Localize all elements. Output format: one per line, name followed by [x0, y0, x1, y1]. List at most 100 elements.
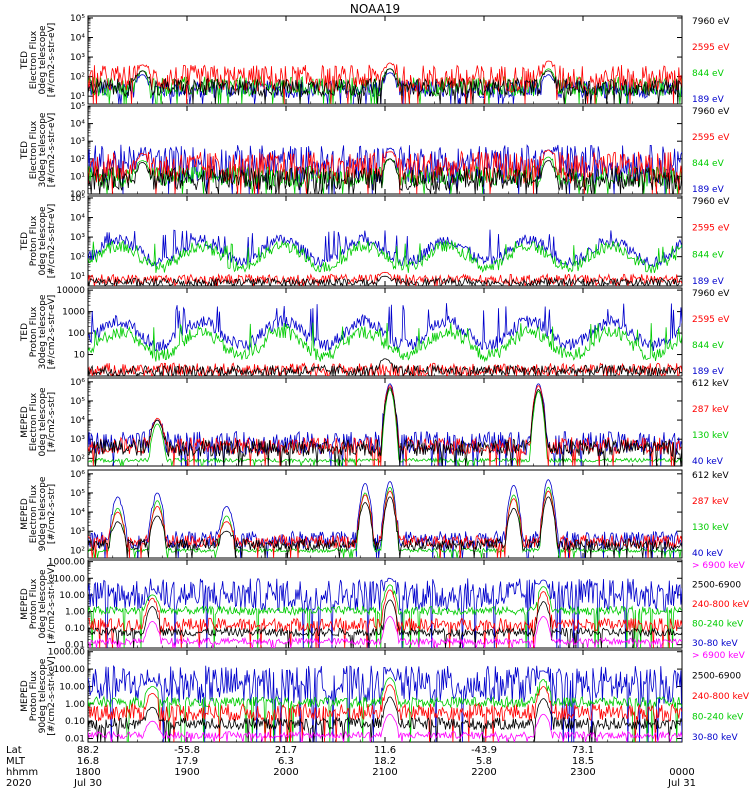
legend-entry: 30-80 keV: [692, 733, 738, 743]
y-axis-label-line: Proton Flux: [29, 215, 39, 266]
y-tick-label: 10²: [70, 546, 85, 556]
y-axis-label-line: 0deg telescope: [38, 387, 48, 457]
legend-entry: 287 keV: [692, 405, 729, 415]
y-tick-label: 10⁴: [70, 120, 85, 130]
series-trace: [88, 322, 682, 363]
y-axis-label-line: MEPED: [20, 498, 30, 530]
legend-entry: 7960 eV: [692, 197, 730, 207]
y-axis-label-line: Electron Flux: [29, 484, 39, 543]
y-tick-label: 10.00: [59, 591, 85, 601]
y-axis-label-line: Proton Flux: [29, 670, 39, 721]
y-axis-label-line: 0deg telescope: [38, 25, 48, 95]
y-axis-label: TEDElectron Flux0deg telescope[#/cm2-s-s…: [20, 23, 57, 98]
panel-1: 10¹ 10² 10³ 10⁴ 10⁵ TEDElectron Flux0deg tele…: [20, 14, 730, 105]
y-axis-label-line: [#/cm2-s-str-keV]: [47, 656, 57, 735]
legend-entry: 612 keV: [692, 471, 729, 481]
panel-6: 10² 10³ 10⁴ 10⁵ 10⁶ MEPEDElectron Flux90deg t…: [20, 469, 729, 559]
legend-entry: 80-240 keV: [692, 620, 744, 630]
y-tick-label: 10¹: [70, 172, 85, 182]
time-axis-cell: -55.8: [174, 745, 200, 756]
y-tick-label: 10⁶: [70, 378, 85, 388]
legend-entry: 2595 eV: [692, 315, 730, 325]
series-trace: [88, 684, 682, 742]
y-axis-label: TEDProton Flux30deg telescope[#/cm2-s-st…: [20, 294, 57, 369]
series-trace: [88, 389, 682, 466]
time-axis-cell: 17.9: [176, 756, 198, 767]
figure-title: NOAA19: [350, 2, 400, 16]
y-tick-label: 10¹: [70, 92, 85, 102]
legend-entry: 2500-6900: [692, 672, 741, 682]
y-tick-label: 0.10: [65, 717, 85, 727]
legend-entry: 189 eV: [692, 277, 725, 287]
series-trace: [88, 68, 682, 104]
panel-3: 10¹ 10² 10³ 10⁴ 10⁵ TEDProton Flux0deg telesc…: [20, 194, 730, 287]
legend-entry: > 6900 keV: [692, 561, 746, 571]
legend-entry: 189 eV: [692, 185, 725, 195]
y-axis-label-line: [#/cm2-s-str]: [47, 392, 57, 452]
y-tick-label: 10⁵: [70, 194, 85, 204]
time-axis-cell: 2100: [372, 767, 397, 778]
series-trace: [88, 358, 682, 376]
time-axis-row-label: hhmm: [6, 767, 38, 778]
legend-entry: 40 keV: [692, 549, 724, 559]
series-trace: [88, 385, 682, 466]
y-tick-label: 1000.00: [48, 648, 85, 658]
panel-2: 10⁰ 10¹ 10² 10³ 10⁴ 10⁵ TEDElectron Flux30deg …: [20, 102, 730, 200]
legend-entry: 130 keV: [692, 523, 729, 533]
y-tick-label: 10⁴: [70, 416, 85, 426]
y-tick-label: 10²: [70, 73, 85, 83]
y-tick-label: 10: [74, 351, 86, 361]
series-trace: [88, 158, 682, 194]
legend-entry: 2595 eV: [692, 133, 730, 143]
y-axis-label-line: [#/cm2-s-str-keV]: [47, 564, 57, 643]
series-trace: [88, 303, 682, 352]
y-tick-label: 0.01: [65, 641, 85, 651]
y-axis-label-line: TED: [20, 323, 30, 342]
series-trace: [88, 616, 682, 648]
time-axis-cell: 11.6: [374, 745, 396, 756]
time-axis-cell: Jul 30: [73, 778, 102, 789]
time-axis-cell: 2200: [471, 767, 496, 778]
time-axis-cell: 0000: [669, 767, 694, 778]
time-axis-cell: 2000: [273, 767, 298, 778]
y-tick-label: 10⁴: [70, 214, 85, 224]
y-tick-label: 10³: [70, 435, 85, 445]
y-tick-label: 0.01: [65, 735, 85, 745]
y-tick-label: 10²: [70, 155, 85, 165]
time-axis-row-label: Lat: [6, 745, 22, 756]
series-trace: [88, 584, 682, 648]
series-trace: [88, 271, 682, 286]
legend-entry: 189 eV: [692, 95, 725, 105]
y-axis-label-line: 0deg telescope: [38, 206, 48, 276]
series-trace: [88, 240, 682, 274]
y-axis-label-line: 30deg telescope: [38, 112, 48, 187]
y-tick-label: 100.00: [54, 665, 86, 675]
y-axis-label-line: Electron Flux: [29, 30, 39, 89]
y-axis-label-line: 90deg telescope: [38, 658, 48, 733]
series-trace: [88, 599, 682, 648]
y-axis-label-line: TED: [20, 51, 30, 70]
time-axis-cell: 88.2: [77, 745, 99, 756]
y-tick-label: 1.00: [65, 700, 85, 710]
time-axis-cell: 6.3: [278, 756, 294, 767]
legend-entry: 80-240 keV: [692, 713, 744, 723]
y-tick-label: 10⁴: [70, 508, 85, 518]
y-tick-label: 10⁰: [70, 190, 85, 200]
y-axis-label-line: Electron Flux: [29, 392, 39, 451]
series-trace: [88, 144, 682, 194]
y-tick-label: 10¹: [70, 272, 85, 282]
time-axis-cell: 1900: [174, 767, 199, 778]
y-tick-label: 10³: [70, 53, 85, 63]
y-tick-label: 1000.00: [48, 558, 85, 568]
y-tick-label: 10²: [70, 454, 85, 464]
y-axis-label-line: Proton Flux: [29, 306, 39, 357]
y-axis-label-line: Electron Flux: [29, 120, 39, 179]
y-tick-label: 10⁵: [70, 397, 85, 407]
panel-5: 10² 10³ 10⁴ 10⁵ 10⁶ MEPEDElectron Flux0deg te…: [20, 377, 729, 467]
series-trace: [88, 677, 682, 742]
time-axis-row-label: MLT: [6, 756, 26, 767]
time-axis-cell: 2300: [570, 767, 595, 778]
legend-entry: 2500-6900: [692, 581, 741, 591]
